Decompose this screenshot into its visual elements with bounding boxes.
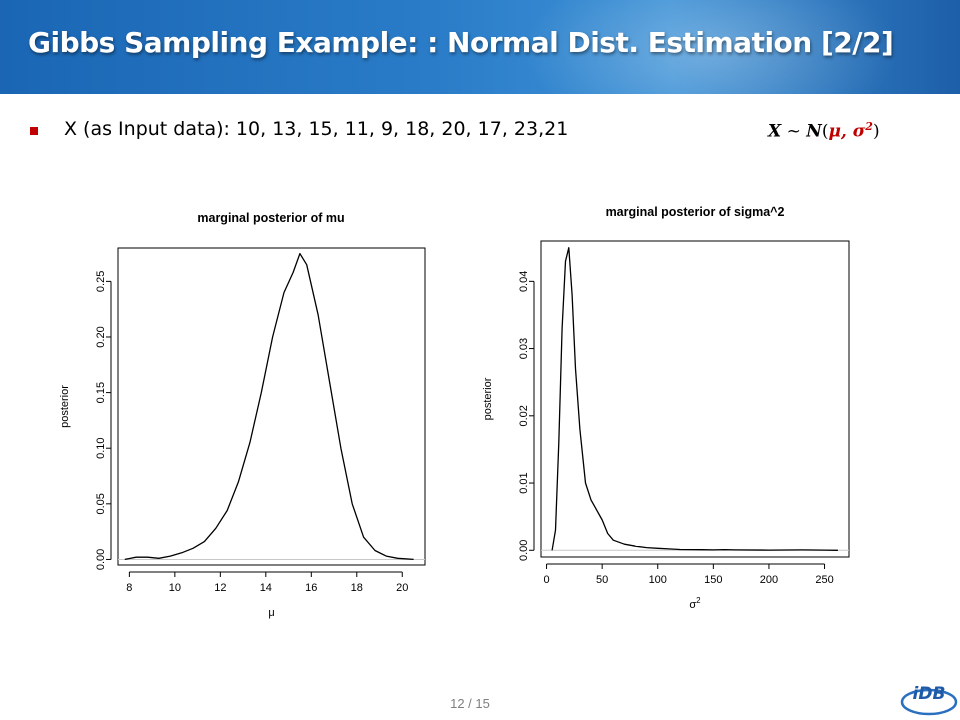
y-tick-label: 0.20 [95,326,107,347]
idb-logo: iDB [900,684,958,716]
page-number: 12 / 15 [450,696,490,711]
formula-params: μ, σ [828,121,866,142]
formula-close: ) [872,121,880,142]
x-tick-label: 20 [396,582,408,594]
x-tick-label: 16 [305,582,317,594]
x-tick-label: 150 [704,574,722,586]
chart-title: marginal posterior of mu [197,211,344,225]
y-tick-label: 0.10 [95,437,107,458]
y-tick-label: 0.05 [95,493,107,514]
y-axis-label: posterior [59,385,71,428]
x-tick-label: 200 [760,574,778,586]
x-tick-label: 250 [815,574,833,586]
title-bar: Gibbs Sampling Example: : Normal Dist. E… [0,0,960,94]
x-tick-label: 10 [169,582,181,594]
series-line [124,252,414,561]
y-tick-label: 0.02 [518,405,530,426]
y-axis-label: posterior [482,377,494,420]
formula-lhs: X [768,121,782,142]
formula-open: ( [821,121,829,142]
formula-exponent: 2 [865,120,873,133]
y-tick-label: 0.00 [518,540,530,561]
square-bullet-icon [30,127,38,135]
x-tick-label: 50 [596,574,608,586]
slide-title: Gibbs Sampling Example: : Normal Dist. E… [28,26,894,59]
series-line [551,247,838,551]
formula-dist: N [806,121,822,142]
formula-op: ~ [781,121,807,142]
x-tick-label: 0 [543,574,549,586]
plot-frame [540,240,850,558]
x-tick-label: 8 [126,582,132,594]
bullet-item: X (as Input data): 10, 13, 15, 11, 9, 18… [30,118,650,150]
x-axis-label: σ2 [689,596,701,611]
chart-sigma2: marginal posterior of sigma^20 50 100 150 20… [482,205,850,611]
y-tick-label: 0.15 [95,382,107,403]
x-axis-label: μ [268,607,274,619]
chart-title: marginal posterior of sigma^2 [606,205,785,219]
x-axis-label-sup: 2 [696,596,701,605]
charts-canvas: marginal posterior of mu8 10 12 14 16 18 200.0… [59,205,850,619]
x-tick-label: 12 [214,582,226,594]
y-tick-label: 0.01 [518,472,530,493]
x-tick-label: 100 [649,574,667,586]
chart-mu: marginal posterior of mu 8 10 12 14 16 18 20 0.0… [59,211,426,619]
x-tick-label: 14 [260,582,272,594]
logo-text: iDB [913,684,946,704]
plot-frame [117,247,426,566]
y-tick-label: 0.04 [518,271,530,292]
y-tick-label: 0.25 [95,271,107,292]
title-bar-highlight [520,0,900,94]
y-tick-label: 0.03 [518,338,530,359]
y-tick-label: 0.00 [95,549,107,570]
distribution-formula: X ~ N(μ, σ2) [768,120,880,142]
x-tick-label: 18 [351,582,363,594]
bullet-text: X (as Input data): 10, 13, 15, 11, 9, 18… [64,118,569,140]
